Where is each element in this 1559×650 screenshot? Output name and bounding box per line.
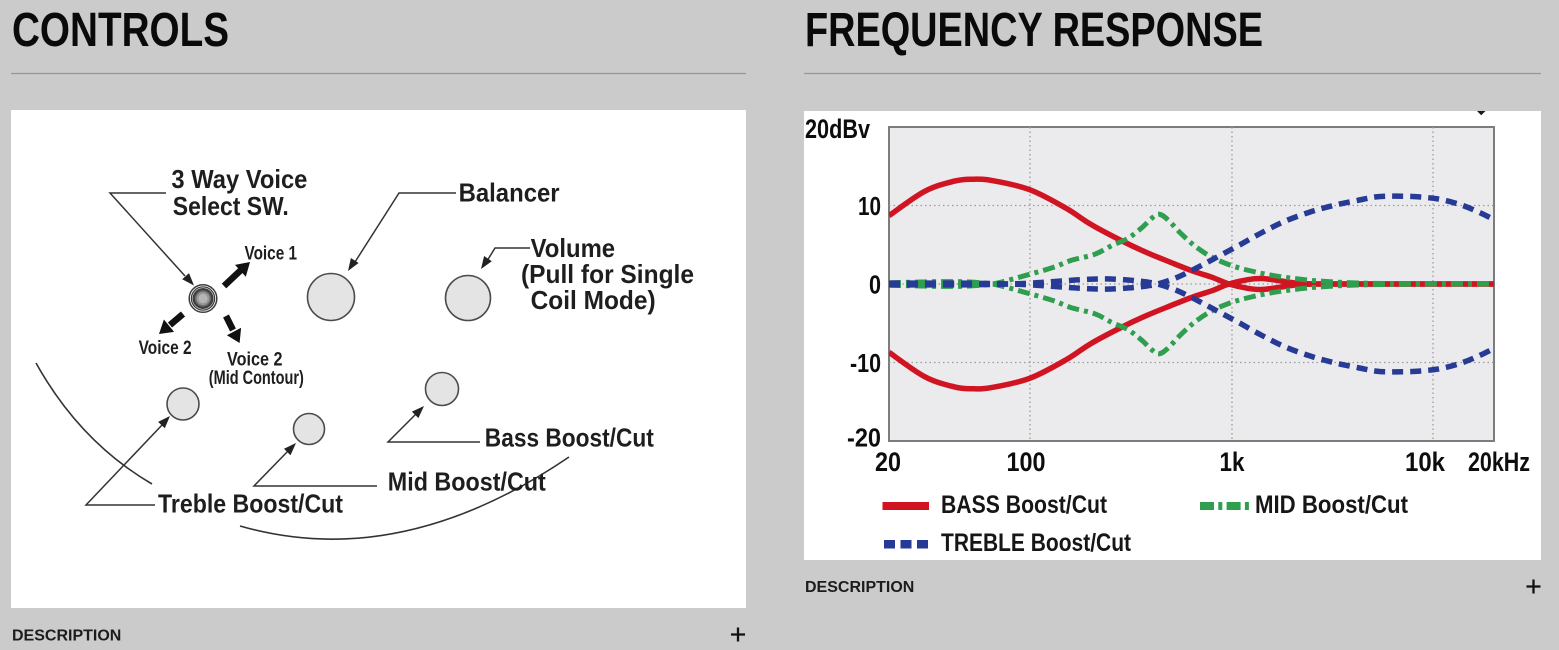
svg-text:DESCRIPTION: DESCRIPTION — [12, 628, 121, 645]
svg-text:20: 20 — [875, 447, 901, 477]
svg-text:Voice 1: Voice 1 — [245, 244, 298, 265]
svg-text:MID Boost/Cut: MID Boost/Cut — [1255, 491, 1409, 519]
svg-text:20dBv: 20dBv — [805, 114, 870, 144]
svg-text:Select SW.: Select SW. — [173, 191, 289, 221]
svg-text:10: 10 — [858, 191, 881, 221]
svg-text:Voice 2: Voice 2 — [227, 350, 283, 371]
svg-text:100: 100 — [1007, 447, 1046, 477]
svg-text:Coil Mode): Coil Mode) — [531, 285, 656, 315]
svg-text:BASS Boost/Cut: BASS Boost/Cut — [941, 491, 1108, 519]
svg-text:Mid Boost/Cut: Mid Boost/Cut — [388, 467, 546, 497]
svg-text:DESCRIPTION: DESCRIPTION — [805, 579, 914, 596]
svg-text:Balancer: Balancer — [459, 178, 560, 208]
svg-text:(Pull for Single: (Pull for Single — [521, 259, 694, 289]
svg-text:CONTROLS: CONTROLS — [12, 4, 229, 57]
svg-text:Bass Boost/Cut: Bass Boost/Cut — [485, 423, 654, 453]
svg-text:20kHz: 20kHz — [1468, 447, 1530, 477]
svg-text:0: 0 — [869, 270, 881, 300]
svg-text:Volume: Volume — [531, 233, 616, 263]
svg-text:Voice 2: Voice 2 — [139, 338, 192, 359]
svg-text:3 Way Voice: 3 Way Voice — [171, 164, 307, 194]
svg-text:10k: 10k — [1405, 447, 1446, 477]
svg-text:Treble Boost/Cut: Treble Boost/Cut — [158, 489, 343, 519]
svg-text:-10: -10 — [850, 348, 881, 378]
svg-text:1k: 1k — [1220, 447, 1246, 477]
svg-text:FREQUENCY RESPONSE: FREQUENCY RESPONSE — [805, 4, 1263, 57]
svg-text:-20: -20 — [847, 423, 881, 453]
svg-text:TREBLE Boost/Cut: TREBLE Boost/Cut — [941, 529, 1132, 557]
svg-text:(Mid Contour): (Mid Contour) — [209, 368, 304, 389]
